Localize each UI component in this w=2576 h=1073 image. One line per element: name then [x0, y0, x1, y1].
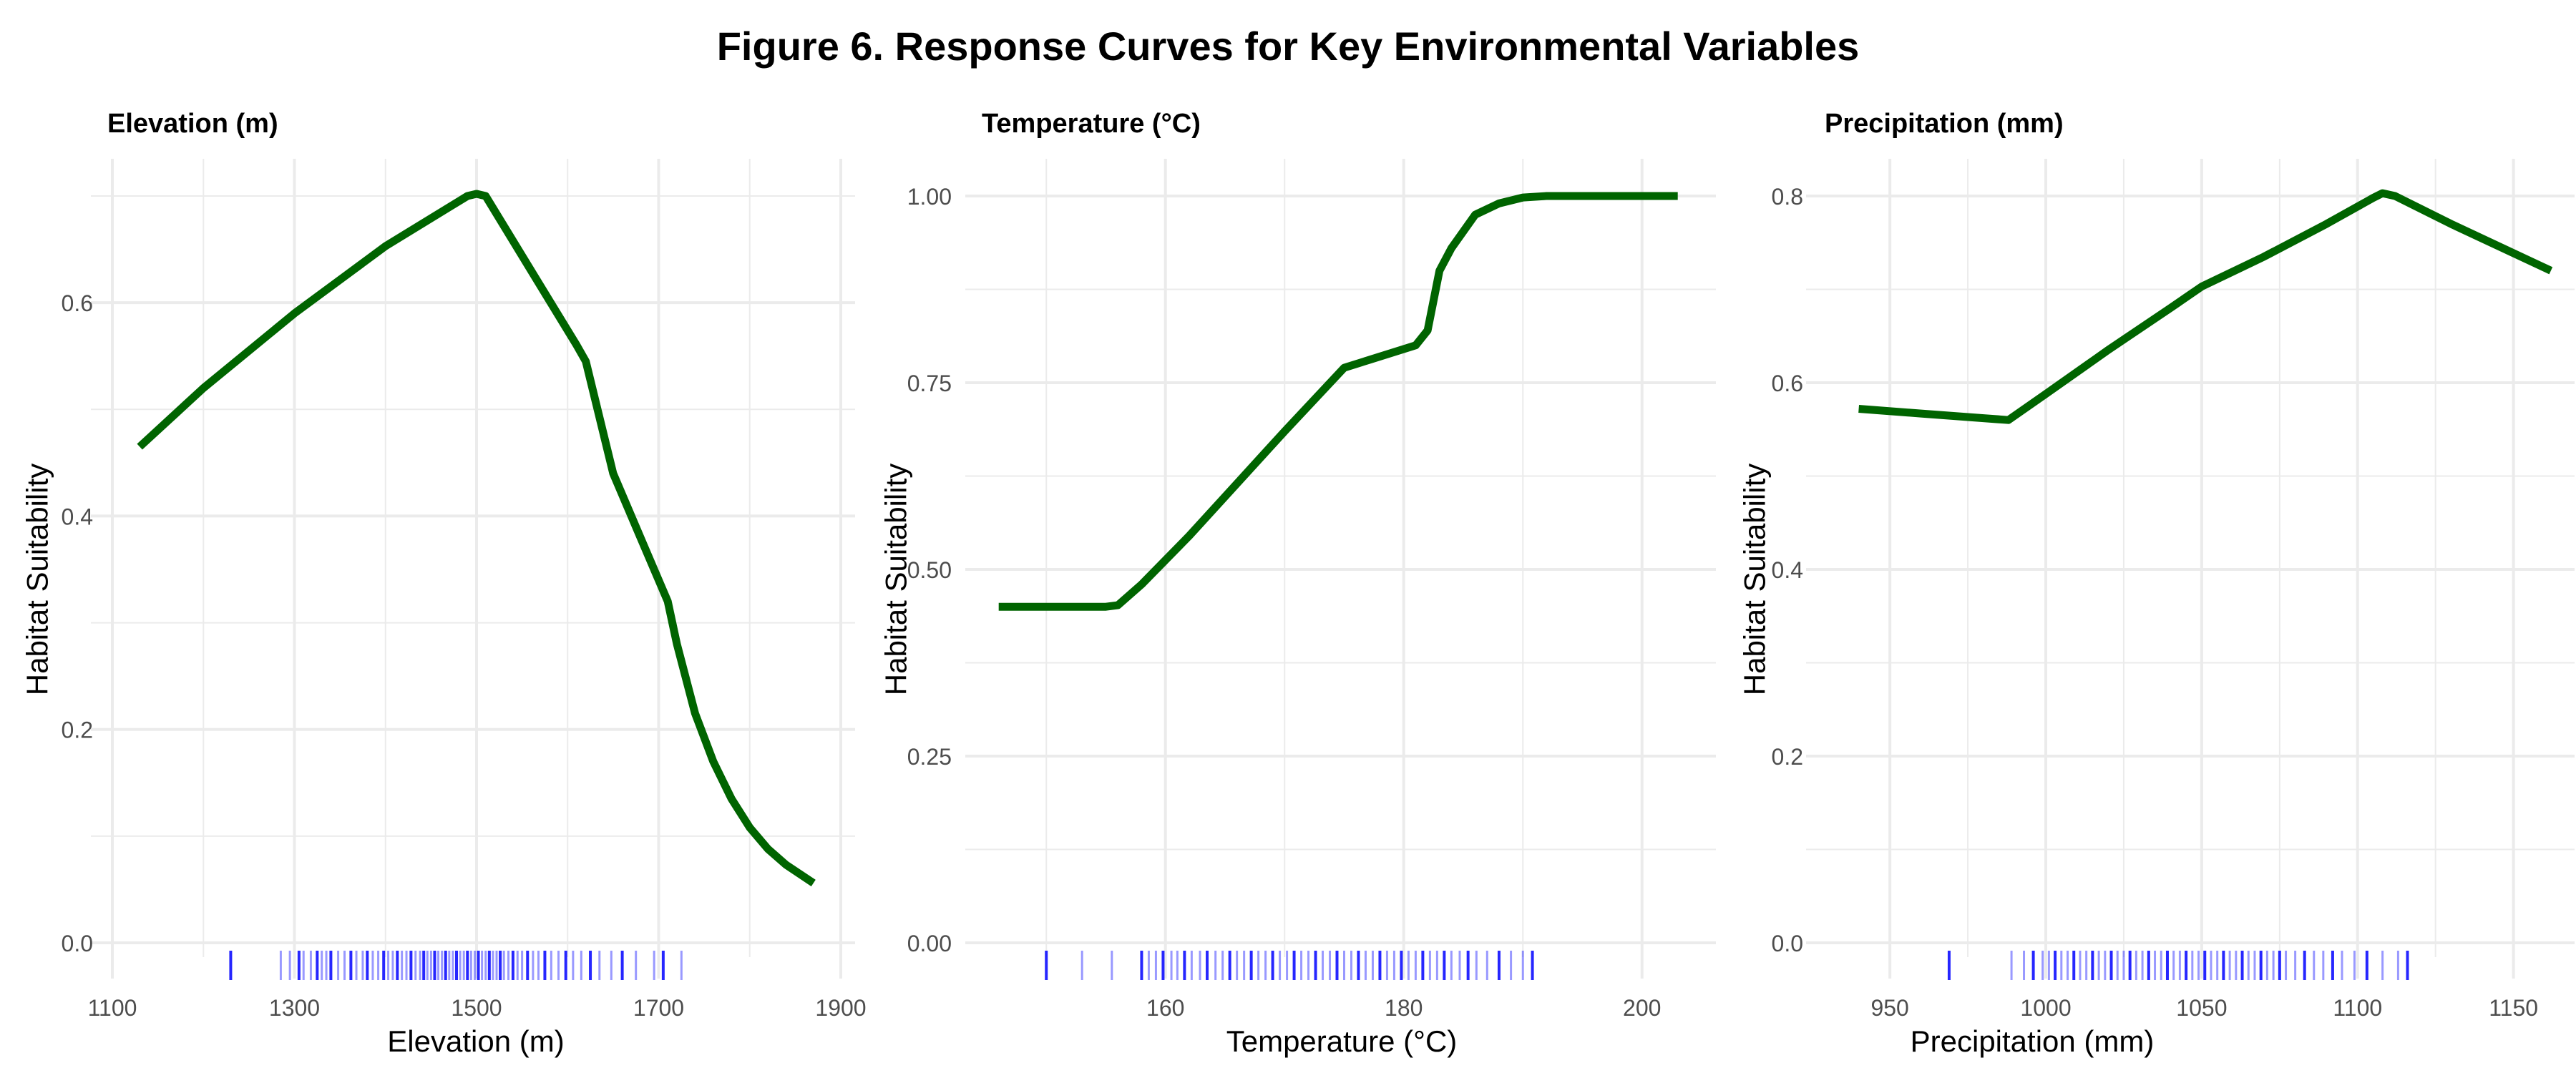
x-axis-label: Precipitation (mm): [1911, 1024, 2155, 1058]
x-tick-label: 1300: [269, 995, 320, 1021]
y-tick-label: 1.00: [907, 184, 952, 210]
x-tick-label: 1700: [633, 995, 684, 1021]
panel-title: Elevation (m): [107, 109, 278, 139]
x-tick-label: 200: [1623, 995, 1661, 1021]
x-tick-label: 1900: [815, 995, 866, 1021]
x-tick-label: 160: [1146, 995, 1184, 1021]
panel-temperature: Temperature (°C) 0.00 0.25 0.50 0.75 1.00 160 1…: [879, 109, 1716, 1058]
panel-precipitation: Precipitation (mm) 0.0 0.2 0.4 0.6 0.8 950 1000…: [1738, 109, 2575, 1058]
y-tick-label: 0.0: [62, 931, 93, 956]
y-axis-label: Habitat Suitability: [1738, 464, 1772, 696]
y-axis-label: Habitat Suitability: [21, 464, 54, 696]
y-tick-label: 0.75: [907, 371, 952, 396]
y-tick-label: 0.4: [1772, 557, 1803, 583]
y-tick-label: 0.2: [62, 717, 93, 743]
y-axis-label: Habitat Suitability: [879, 464, 913, 696]
x-tick-label: 1150: [2489, 995, 2538, 1021]
panel-elevation: Elevation (m) 0.0 0.2 0.4 0.6 1100 1300 1500 170…: [21, 109, 867, 1058]
y-tick-label: 0.4: [62, 504, 93, 529]
y-tick-label: 0.8: [1772, 184, 1803, 210]
x-tick-label: 1100: [2333, 995, 2382, 1021]
x-axis-label: Elevation (m): [387, 1024, 564, 1058]
figure-title: Figure 6. Response Curves for Key Enviro…: [716, 24, 1860, 69]
panel-title: Temperature (°C): [982, 109, 1201, 139]
x-tick-label: 1100: [88, 995, 137, 1021]
response-curve-line: [137, 190, 816, 887]
y-tick-label: 0.2: [1772, 744, 1803, 770]
response-curve-line: [1858, 189, 2553, 424]
x-tick-label: 1050: [2176, 995, 2227, 1021]
x-tick-label: 1000: [2020, 995, 2071, 1021]
x-tick-label: 1500: [451, 995, 502, 1021]
panel-title: Precipitation (mm): [1825, 109, 2064, 139]
x-axis-label: Temperature (°C): [1226, 1024, 1458, 1058]
y-tick-label: 0.00: [907, 931, 952, 956]
y-tick-label: 0.50: [907, 557, 952, 583]
y-tick-label: 0.0: [1772, 931, 1803, 956]
response-curve-line: [998, 192, 1678, 611]
x-tick-label: 950: [1870, 995, 1908, 1021]
y-tick-label: 0.25: [907, 744, 952, 770]
y-tick-label: 0.6: [62, 290, 93, 316]
x-tick-label: 180: [1385, 995, 1423, 1021]
y-tick-label: 0.6: [1772, 371, 1803, 396]
